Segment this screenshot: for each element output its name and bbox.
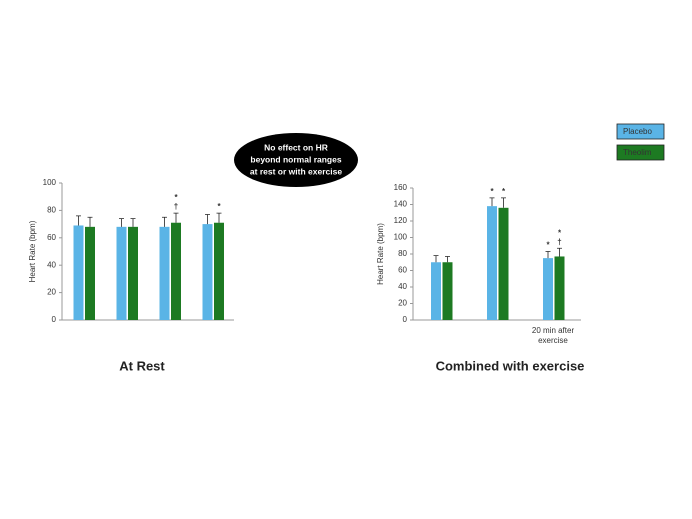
note-line: at rest or with exercise <box>250 166 342 176</box>
y-axis-label: Heart Rate (bpm) <box>28 220 37 282</box>
legend-swatch <box>616 123 665 140</box>
note-line: beyond normal ranges <box>250 154 341 164</box>
chart-title: At Rest <box>119 358 165 373</box>
bar <box>171 222 181 320</box>
y-tick-label: 60 <box>47 233 56 242</box>
error-bar <box>130 218 136 227</box>
significance-marker: † <box>557 237 561 246</box>
y-tick-label: 60 <box>398 266 407 275</box>
legend-swatch <box>616 144 665 161</box>
significance-marker: * <box>502 187 506 196</box>
significance-marker: * <box>174 193 178 202</box>
legend-label: Placebo <box>623 127 652 136</box>
y-axis-label: Heart Rate (bpm) <box>376 223 385 285</box>
bar <box>554 256 565 320</box>
chart-title: Combined with exercise <box>436 358 585 373</box>
bar <box>85 226 95 320</box>
error-bar <box>87 216 93 227</box>
error-bar <box>489 197 495 207</box>
bar <box>116 226 127 320</box>
bar <box>487 206 497 320</box>
error-bar <box>119 218 124 227</box>
y-tick-label: 40 <box>47 260 56 269</box>
bar <box>498 207 509 320</box>
y-tick-label: 40 <box>398 282 407 291</box>
note-line: No effect on HR <box>264 142 328 152</box>
significance-marker: * <box>217 202 221 211</box>
legend-label: Theolim <box>623 148 652 157</box>
y-tick-label: 100 <box>43 178 57 187</box>
error-bar <box>216 212 222 223</box>
y-tick-label: 80 <box>47 206 56 215</box>
y-tick-label: 80 <box>398 249 407 258</box>
error-bar <box>173 212 179 223</box>
bar <box>442 262 453 320</box>
y-tick-label: 120 <box>394 216 408 225</box>
y-tick-label: 0 <box>52 315 57 324</box>
bar <box>202 224 213 320</box>
error-bar <box>545 251 551 259</box>
y-tick-label: 100 <box>394 233 408 242</box>
y-tick-label: 20 <box>398 299 407 308</box>
x-tick-label: 20 min after exercise <box>532 326 575 345</box>
y-tick-label: 140 <box>394 200 408 209</box>
bar <box>128 226 138 320</box>
bar <box>159 226 170 320</box>
significance-marker: * <box>546 241 550 250</box>
bar <box>214 222 224 320</box>
y-tick-label: 160 <box>394 183 408 192</box>
error-bar <box>76 215 81 226</box>
bar <box>431 262 441 320</box>
error-bar <box>445 256 450 263</box>
error-bar <box>501 197 506 208</box>
error-bar <box>557 247 562 257</box>
y-tick-label: 0 <box>403 315 408 324</box>
error-bar <box>433 255 439 263</box>
note-oval <box>234 133 358 187</box>
bar <box>73 225 84 320</box>
bar <box>543 258 553 320</box>
significance-marker: * <box>558 228 562 237</box>
y-tick-label: 20 <box>47 288 56 297</box>
significance-marker: † <box>174 202 178 211</box>
error-bar <box>205 214 210 225</box>
significance-marker: * <box>490 187 494 196</box>
error-bar <box>162 216 167 227</box>
